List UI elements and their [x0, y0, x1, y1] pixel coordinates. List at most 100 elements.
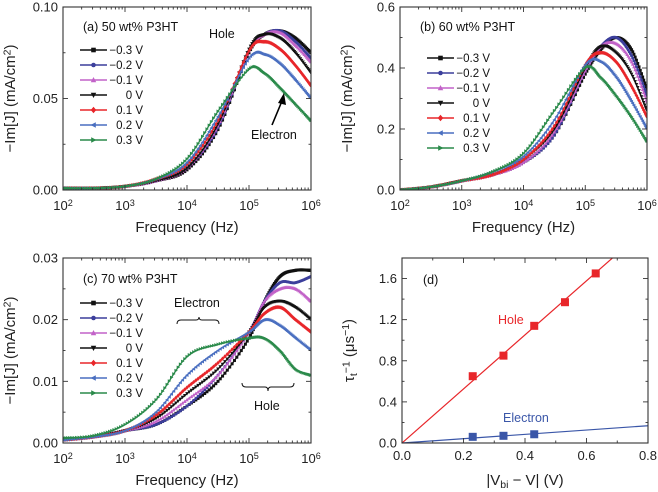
data-point [449, 181, 453, 186]
data-point [223, 371, 227, 375]
data-point [626, 94, 630, 98]
data-point [640, 98, 645, 102]
legend-item: −0.2 V [80, 313, 143, 325]
data-point [211, 122, 216, 127]
data-point [198, 347, 203, 351]
data-point [453, 180, 458, 185]
plot-area [63, 28, 311, 190]
data-point [583, 69, 588, 73]
data-point [623, 105, 627, 110]
data-point [537, 143, 541, 148]
data-point [66, 436, 70, 440]
data-point [637, 65, 641, 69]
series-line [400, 41, 647, 190]
data-point [207, 143, 211, 147]
data-point [154, 419, 158, 423]
data-point [200, 140, 204, 145]
data-point [189, 400, 193, 404]
data-point [550, 112, 555, 116]
data-point [554, 120, 559, 125]
data-point [632, 64, 636, 69]
data-point [564, 97, 568, 102]
data-point [130, 183, 134, 188]
data-point [169, 399, 174, 405]
data-point [213, 362, 218, 367]
data-point [573, 77, 578, 82]
data-point [180, 170, 185, 174]
data-point [637, 89, 641, 93]
data-point [640, 119, 645, 123]
data-point [635, 86, 640, 90]
data-point [187, 353, 192, 357]
legend-marker [91, 300, 96, 306]
data-point [499, 166, 504, 170]
data-point [640, 105, 645, 111]
data-point [517, 163, 521, 167]
data-point [212, 116, 216, 120]
data-point [176, 399, 180, 404]
data-point [530, 321, 539, 330]
data-point [517, 155, 522, 160]
data-point [189, 394, 194, 399]
data-point [158, 409, 163, 415]
data-point [209, 373, 214, 378]
plot-frame [401, 257, 649, 444]
data-point [216, 109, 220, 114]
data-point [641, 100, 646, 105]
data-point [149, 421, 154, 425]
data-point [196, 149, 200, 155]
data-point [223, 364, 227, 369]
data-point [192, 398, 196, 402]
data-point [116, 431, 120, 435]
data-point [632, 59, 636, 63]
data-point [578, 71, 582, 76]
x-axis-label: Frequency (Hz) [472, 219, 575, 236]
data-point [620, 68, 625, 74]
data-point [198, 395, 202, 399]
data-point [111, 432, 116, 436]
data-point [174, 401, 178, 405]
x-tick-label: 0.4 [516, 448, 534, 463]
data-point [571, 80, 576, 85]
data-point [548, 115, 552, 119]
data-point [235, 338, 239, 342]
data-point [163, 410, 167, 415]
data-point [103, 433, 107, 438]
x-axis-label: |Vbi​ − V| (V) [486, 472, 563, 491]
data-point [165, 404, 169, 409]
axis-ticks [401, 258, 649, 444]
legend-marker [90, 106, 97, 114]
data-point [198, 155, 202, 159]
data-point [414, 186, 418, 190]
data-point [580, 69, 584, 74]
data-point [221, 118, 225, 122]
data-point [477, 174, 482, 179]
data-point [435, 184, 440, 188]
data-point [136, 182, 141, 187]
data-point [544, 121, 548, 126]
data-point [178, 380, 182, 385]
data-point [234, 78, 239, 82]
data-point [235, 81, 239, 86]
data-point [309, 268, 311, 272]
data-point [156, 176, 161, 180]
data-point [541, 133, 545, 137]
data-point [209, 126, 213, 130]
data-point [433, 184, 438, 189]
data-point [556, 110, 561, 115]
data-point [218, 377, 222, 381]
data-point [247, 56, 251, 61]
data-point [645, 87, 647, 91]
hole-brace [241, 382, 295, 392]
data-point [109, 432, 114, 437]
data-point [181, 407, 185, 411]
legend-marker [90, 122, 96, 128]
legend-label: 0.3 V [463, 143, 490, 155]
data-point [149, 414, 154, 418]
data-point [561, 113, 566, 118]
data-point [643, 135, 647, 140]
data-point [145, 406, 150, 411]
legend-label: −0.1 V [456, 83, 490, 95]
legend-marker [90, 359, 97, 367]
